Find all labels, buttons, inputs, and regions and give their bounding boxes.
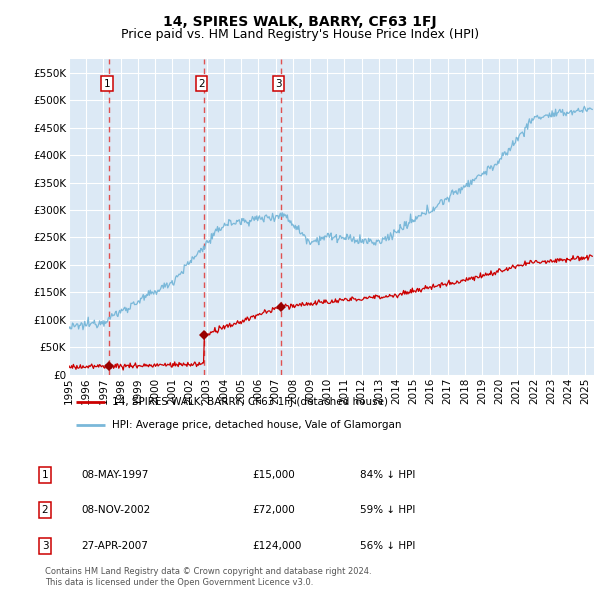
Text: 84% ↓ HPI: 84% ↓ HPI bbox=[360, 470, 415, 480]
Text: 3: 3 bbox=[41, 541, 49, 550]
Text: £124,000: £124,000 bbox=[252, 541, 301, 550]
Text: 14, SPIRES WALK, BARRY, CF63 1FJ: 14, SPIRES WALK, BARRY, CF63 1FJ bbox=[163, 15, 437, 29]
Text: £15,000: £15,000 bbox=[252, 470, 295, 480]
Text: Price paid vs. HM Land Registry's House Price Index (HPI): Price paid vs. HM Land Registry's House … bbox=[121, 28, 479, 41]
Text: 2: 2 bbox=[41, 506, 49, 515]
Text: 08-NOV-2002: 08-NOV-2002 bbox=[81, 506, 150, 515]
Text: 27-APR-2007: 27-APR-2007 bbox=[81, 541, 148, 550]
Text: HPI: Average price, detached house, Vale of Glamorgan: HPI: Average price, detached house, Vale… bbox=[112, 420, 402, 430]
Text: £72,000: £72,000 bbox=[252, 506, 295, 515]
Text: 3: 3 bbox=[275, 78, 282, 88]
Text: 56% ↓ HPI: 56% ↓ HPI bbox=[360, 541, 415, 550]
Text: This data is licensed under the Open Government Licence v3.0.: This data is licensed under the Open Gov… bbox=[45, 578, 313, 587]
Text: 1: 1 bbox=[41, 470, 49, 480]
Text: 14, SPIRES WALK, BARRY, CF63 1FJ (detached house): 14, SPIRES WALK, BARRY, CF63 1FJ (detach… bbox=[112, 397, 388, 407]
Text: 2: 2 bbox=[198, 78, 205, 88]
Text: 1: 1 bbox=[104, 78, 110, 88]
Text: 08-MAY-1997: 08-MAY-1997 bbox=[81, 470, 148, 480]
Text: Contains HM Land Registry data © Crown copyright and database right 2024.: Contains HM Land Registry data © Crown c… bbox=[45, 566, 371, 576]
Text: 59% ↓ HPI: 59% ↓ HPI bbox=[360, 506, 415, 515]
